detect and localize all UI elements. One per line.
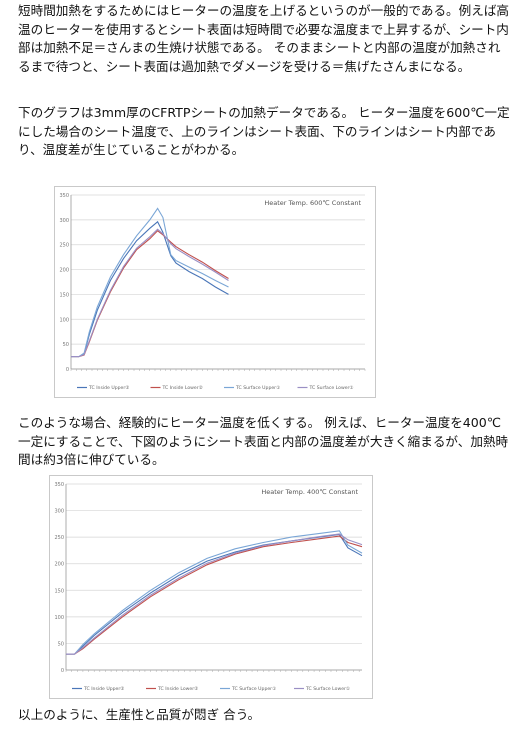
y-tick-label: 0 <box>61 668 64 674</box>
intro-paragraph: 短時間加熱をするためにはヒーターの温度を上げるというのが一般的である。例えば高温… <box>18 3 510 74</box>
chart-400c: 0 50 100 150 200 250 300 350 Heater Temp. 400℃ C… <box>49 475 373 699</box>
legend-label: TC Inside Upper② <box>83 686 124 692</box>
y-tick-label: 50 <box>58 641 64 647</box>
y-tick-label: 350 <box>54 482 64 488</box>
y-tick-label: 100 <box>54 615 64 621</box>
y-tick-label: 200 <box>54 562 64 568</box>
series-line-1 <box>71 220 229 358</box>
y-tick-label: 0 <box>66 367 69 373</box>
legend-label: TC Surface Lower① <box>305 686 350 692</box>
y-tick-label: 300 <box>54 509 64 515</box>
series-line-4 <box>66 533 363 655</box>
y-tick-label: 250 <box>59 243 69 249</box>
series-line-2 <box>71 230 229 358</box>
y-tick-label: 150 <box>59 292 69 298</box>
y-tick-label: 250 <box>54 535 64 541</box>
y-tick-label: 150 <box>54 588 64 594</box>
y-tick-label: 50 <box>63 342 69 348</box>
series-line-3 <box>66 530 363 655</box>
legend-label: TC Inside Lower② <box>157 686 198 692</box>
series-line-4 <box>71 228 229 358</box>
legend-label: TC Inside Upper② <box>88 385 129 391</box>
chart-600c-svg: 0 50 100 150 200 250 300 350 Heater Temp. 600℃ C… <box>59 193 366 391</box>
legend-label: TC Surface Upper① <box>235 385 280 391</box>
y-tick-label: 200 <box>59 268 69 274</box>
legend-label: TC Surface Lower① <box>309 385 354 391</box>
series-line-2 <box>66 535 363 655</box>
chart-title: Heater Temp. 600℃ Constant <box>264 199 361 207</box>
y-tick-label: 100 <box>59 317 69 323</box>
y-tick-label: 350 <box>59 193 69 199</box>
chart-400c-svg: 0 50 100 150 200 250 300 350 Heater Temp. 400℃ C… <box>54 482 363 692</box>
series-line-1 <box>66 533 363 655</box>
series-line-3 <box>71 207 229 358</box>
graph1-description: 下のグラフは3mm厚のCFRTPシートの加熱データである。 ヒーター温度を600… <box>18 105 510 157</box>
graph2-description: このような場合、経験的にヒーター温度を低くする。 例えば、ヒーター温度を400℃… <box>18 415 509 467</box>
chart-title: Heater Temp. 400℃ Constant <box>261 488 358 496</box>
y-tick-label: 300 <box>59 218 69 224</box>
legend-label: TC Inside Lower② <box>162 385 203 391</box>
chart-600c: 0 50 100 150 200 250 300 350 Heater Temp. 600℃ C… <box>54 186 376 398</box>
conclusion-paragraph: 以上のように、生産性と品質が悶ぎ 合う。 <box>18 707 261 722</box>
legend-label: TC Surface Upper① <box>231 686 276 692</box>
